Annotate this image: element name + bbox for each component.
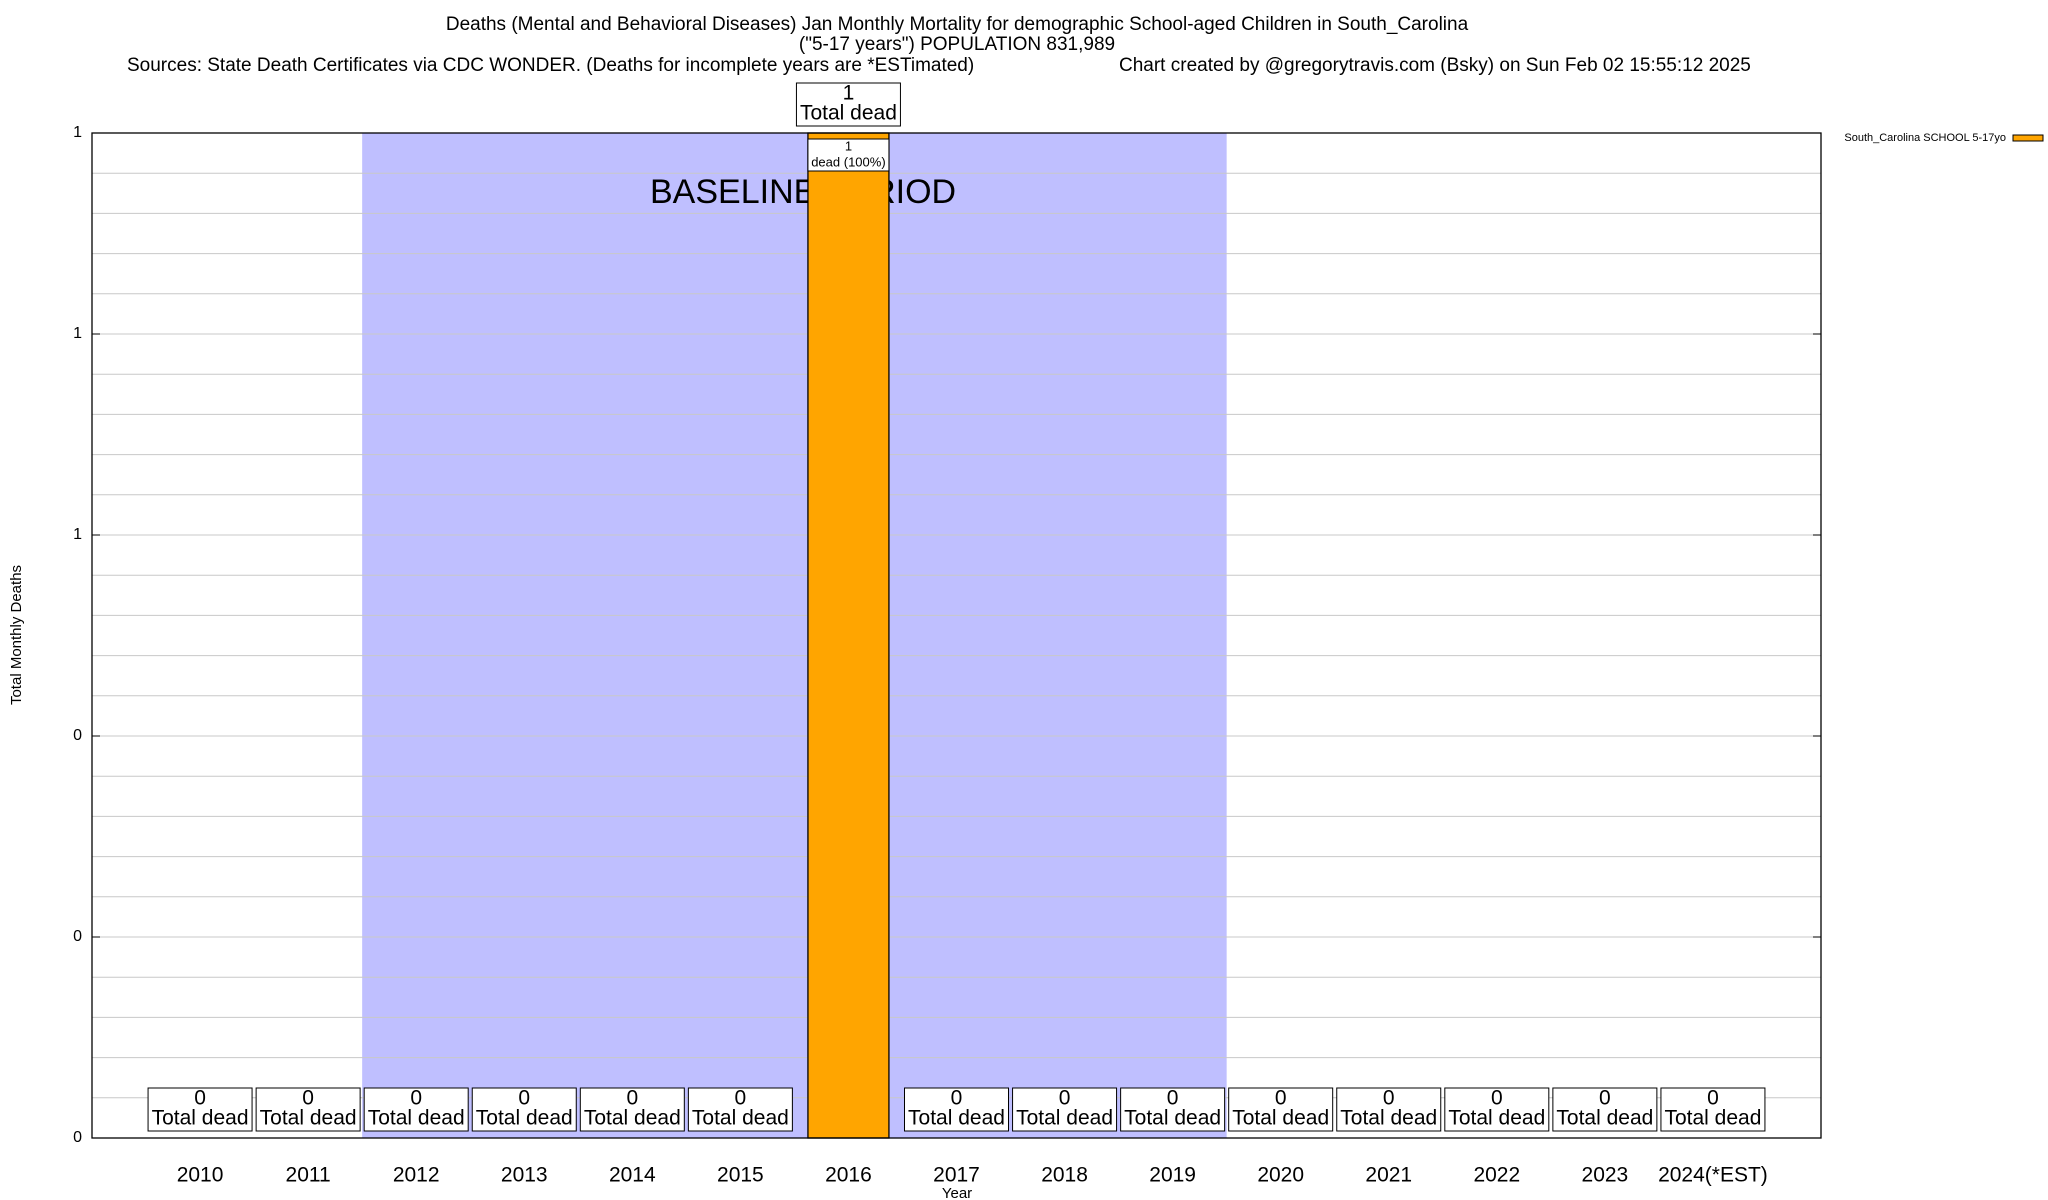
x-tick-label: 2016 [825,1164,872,1187]
total-label-box [363,1087,469,1132]
total-label-box [471,1087,577,1132]
chart-subtitle: ("5-17 years") POPULATION 831,989 [799,34,1115,55]
total-label-box [255,1087,361,1132]
total-value: 1 [843,82,855,105]
total-value: 0 [1059,1087,1071,1110]
x-axis-label: Year [942,1185,972,1200]
x-tick-label: 2023 [1582,1164,1629,1187]
total-value: 0 [410,1087,422,1110]
total-label: Total dead [1448,1107,1545,1130]
x-tick-label: 2010 [177,1164,224,1187]
x-tick-label: 2019 [1149,1164,1196,1187]
total-value: 0 [1275,1087,1287,1110]
total-label-box [795,82,901,127]
total-label-box [147,1087,253,1132]
legend-label: South_Carolina SCHOOL 5-17yo [1844,132,2006,144]
segment-label-box [807,138,890,172]
y-tick-label: 1 [73,124,82,141]
y-tick-label: 0 [73,1129,82,1146]
total-label: Total dead [476,1107,573,1130]
x-tick-label: 2024(*EST) [1658,1164,1768,1187]
x-tick-label: 2015 [717,1164,764,1187]
total-label: Total dead [800,102,897,125]
total-label-box [1012,1087,1118,1132]
total-label: Total dead [368,1107,465,1130]
x-tick-label: 2022 [1473,1164,1520,1187]
sources: Sources: State Death Certificates via CD… [127,55,974,76]
total-label: Total dead [260,1107,357,1130]
total-label: Total dead [1124,1107,1221,1130]
total-label-box [1660,1087,1766,1132]
plot-frame [91,132,1822,1139]
credit: Chart created by @gregorytravis.com (Bsk… [1119,55,1751,76]
bar [807,132,890,1139]
total-label-box [579,1087,685,1132]
total-value: 0 [1491,1087,1503,1110]
x-tick-label: 2014 [609,1164,656,1187]
total-label: Total dead [584,1107,681,1130]
total-value: 0 [951,1087,963,1110]
total-label-box [1228,1087,1334,1132]
x-tick-label: 2013 [501,1164,548,1187]
y-tick-label: 0 [73,928,82,945]
total-label-box [1552,1087,1658,1132]
total-label: Total dead [1016,1107,1113,1130]
total-label: Total dead [152,1107,249,1130]
total-value: 0 [1167,1087,1179,1110]
total-value: 0 [1707,1087,1719,1110]
total-value: 0 [302,1087,314,1110]
total-value: 0 [1383,1087,1395,1110]
x-tick-label: 2012 [393,1164,440,1187]
total-value: 0 [1599,1087,1611,1110]
total-label: Total dead [1664,1107,1761,1130]
x-tick-label: 2018 [1041,1164,1088,1187]
segment-value: 1 [845,138,852,153]
y-axis-label: Total Monthly Deaths [8,565,25,705]
total-value: 0 [518,1087,530,1110]
x-tick-label: 2011 [286,1164,331,1187]
total-label: Total dead [908,1107,1005,1130]
total-label: Total dead [1556,1107,1653,1130]
total-label-box [1120,1087,1226,1132]
total-label-box [904,1087,1009,1132]
legend-swatch [2012,134,2044,142]
total-label-box [1336,1087,1442,1132]
shade-label: BASELINE PERIOD [650,173,956,211]
y-tick-label: 1 [73,526,82,543]
total-label: Total dead [692,1107,789,1130]
segment-label: dead (100%) [811,154,885,169]
y-tick-label: 0 [73,727,82,744]
total-label-box [1444,1087,1550,1132]
total-value: 0 [626,1087,638,1110]
total-value: 0 [194,1087,206,1110]
y-tick-label: 1 [73,325,82,342]
x-tick-label: 2017 [933,1164,980,1187]
chart-title: Deaths (Mental and Behavioral Diseases) … [446,14,1469,35]
total-label: Total dead [1340,1107,1437,1130]
x-tick-label: 2021 [1365,1164,1412,1187]
total-label-box [687,1087,793,1132]
total-label: Total dead [1232,1107,1329,1130]
baseline-shade [362,133,1227,1138]
total-value: 0 [735,1087,747,1110]
x-tick-label: 2020 [1257,1164,1304,1187]
